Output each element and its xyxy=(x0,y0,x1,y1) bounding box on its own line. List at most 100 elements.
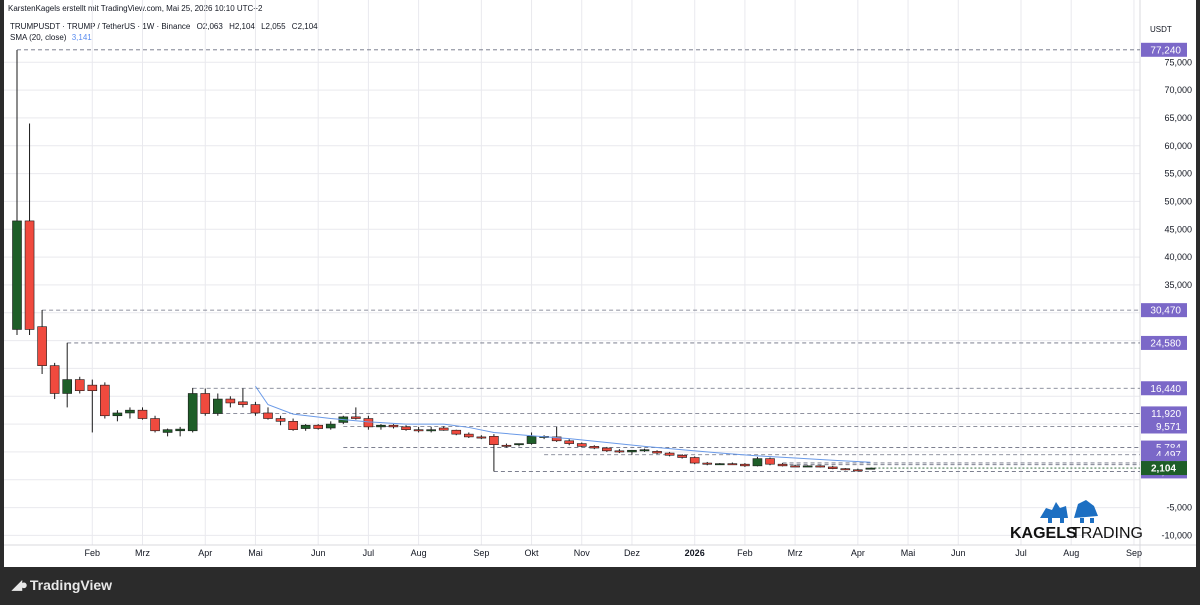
candle-body xyxy=(476,436,487,439)
currency-label: USDT xyxy=(1150,25,1172,34)
candle-body xyxy=(853,469,863,472)
candle-body xyxy=(702,462,713,465)
candle-body xyxy=(827,466,838,469)
open-value: O2,063 xyxy=(196,22,223,31)
candle-body xyxy=(802,465,813,468)
x-tick-label: Dez xyxy=(624,548,641,558)
candle-body xyxy=(865,467,876,470)
x-tick-label: Mrz xyxy=(788,548,803,558)
level-label: 11,920 xyxy=(1151,409,1181,420)
candle-body xyxy=(49,365,60,394)
x-tick-label: Mai xyxy=(901,548,916,558)
x-tick-label: Jul xyxy=(1015,548,1027,558)
candle-body xyxy=(614,450,625,453)
candle-body xyxy=(225,398,236,404)
y-tick-label: 60,000 xyxy=(1164,141,1192,151)
x-tick-label: Sep xyxy=(1126,548,1142,558)
candle-body xyxy=(727,463,738,466)
x-tick-label: Feb xyxy=(85,548,101,558)
x-tick-label: Jul xyxy=(363,548,375,558)
y-tick-label: 70,000 xyxy=(1164,85,1192,95)
watermark-light: TRADING xyxy=(1071,525,1143,542)
y-tick-label: -10,000 xyxy=(1161,530,1192,540)
x-tick-label: Mrz xyxy=(135,548,150,558)
candle-body xyxy=(200,393,211,414)
x-tick-label: Nov xyxy=(574,548,591,558)
candle-body xyxy=(514,443,524,446)
candle-body xyxy=(213,398,223,414)
level-lines: 77,24030,47024,58016,44011,9209,5715,784… xyxy=(17,42,1187,479)
kagels-trading-watermark: KAGELS TRADING xyxy=(1010,500,1143,542)
last-price-box xyxy=(1141,461,1187,476)
candle-body xyxy=(489,436,499,445)
level-label: 16,440 xyxy=(1150,384,1181,395)
candles xyxy=(12,50,876,472)
candle-body xyxy=(840,468,851,471)
candle-body xyxy=(413,429,424,432)
candle-body xyxy=(664,452,675,456)
grid-lines xyxy=(4,0,1196,567)
candle-body xyxy=(602,447,612,452)
sma-line xyxy=(255,385,871,463)
tradingview-logo[interactable]: ◢● TradingView xyxy=(12,577,112,593)
level-label: 24,580 xyxy=(1150,338,1181,349)
footer-bar xyxy=(0,567,1200,605)
time-axis: Feb Mrz Apr Mai Jun Jul Aug Sep Okt Nov Dez 2026 Feb… xyxy=(85,548,1142,558)
candle-body xyxy=(652,451,662,454)
candle-body xyxy=(175,428,185,432)
price-axis: -10,000 -5,000 35,000 40,000 45,000 50,000 55,… xyxy=(1161,57,1192,540)
x-tick-label: Apr xyxy=(851,548,865,558)
symbol-line: TRUMPUSDT · TRUMP / TetherUS · 1W · Bina… xyxy=(10,22,191,31)
candle-body xyxy=(263,412,273,419)
candle-body xyxy=(363,418,374,428)
tradingview-logo-text: TradingView xyxy=(29,577,113,593)
candle-body xyxy=(438,427,449,431)
level-label-box xyxy=(1141,419,1187,434)
candle-body xyxy=(740,463,750,467)
symbol-legend[interactable]: TRUMPUSDT · TRUMP / TetherUS · 1W · Bina… xyxy=(10,22,322,31)
last-price-label: 2,104 xyxy=(1151,464,1176,475)
x-tick-label: Mai xyxy=(248,548,263,558)
level-label: 30,470 xyxy=(1150,306,1181,317)
y-tick-label: 45,000 xyxy=(1164,224,1192,234)
level-label-box xyxy=(1141,381,1187,396)
x-tick-label: Okt xyxy=(525,548,540,558)
candle-body xyxy=(74,379,85,392)
candle-body xyxy=(62,379,73,394)
candle-body xyxy=(790,465,800,468)
candle-body xyxy=(388,424,399,428)
candle-body xyxy=(137,409,148,419)
candle-body xyxy=(627,449,637,453)
sma-legend[interactable]: SMA (20, close) 3,141 xyxy=(10,33,92,42)
candle-body xyxy=(501,444,512,447)
x-tick-label: Apr xyxy=(198,548,212,558)
candle-body xyxy=(313,424,324,429)
candle-body xyxy=(162,429,173,433)
x-tick-label: Jun xyxy=(311,548,326,558)
level-label-box xyxy=(1141,42,1187,57)
high-value: H2,104 xyxy=(229,22,255,31)
candle-body xyxy=(24,220,35,330)
candle-body xyxy=(351,416,361,419)
candle-body xyxy=(238,401,248,405)
candle-body xyxy=(714,463,725,466)
candle-body xyxy=(677,454,687,458)
attribution-text: KarstenKagels erstellt mit TradingView.c… xyxy=(8,4,263,13)
y-tick-label: 40,000 xyxy=(1164,252,1192,262)
candle-body xyxy=(12,220,22,330)
candle-body xyxy=(112,412,123,417)
candle-body xyxy=(376,424,386,428)
close-value: C2,104 xyxy=(291,22,318,31)
candle-body xyxy=(451,429,462,435)
level-label: 9,571 xyxy=(1156,422,1181,433)
x-tick-label: Aug xyxy=(1063,548,1079,558)
candle-body xyxy=(777,463,788,467)
candle-body xyxy=(689,457,700,464)
bull-bear-logo-icon xyxy=(1040,500,1098,523)
price-chart[interactable]: 77,24030,47024,58016,44011,9209,5715,784… xyxy=(0,0,1200,567)
x-tick-label: 2026 xyxy=(685,548,705,558)
candle-body xyxy=(815,465,826,468)
y-tick-label: 50,000 xyxy=(1164,196,1192,206)
candle-body xyxy=(426,429,436,432)
candle-body xyxy=(639,449,650,452)
